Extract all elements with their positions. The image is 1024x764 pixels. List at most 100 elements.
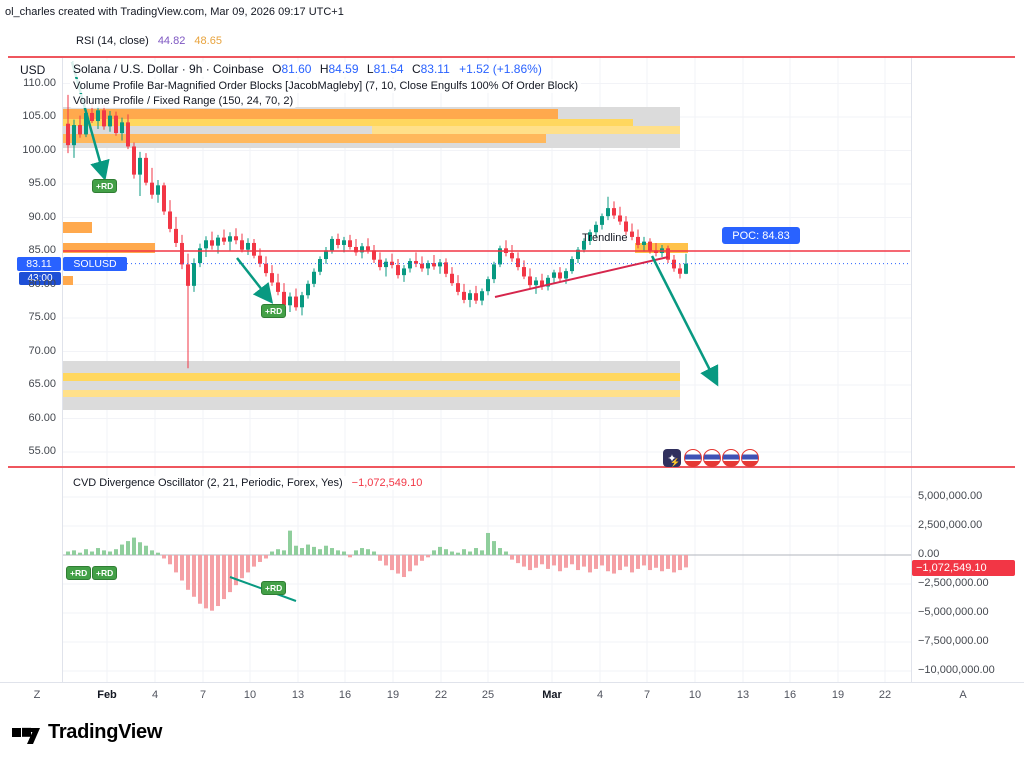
candle-body bbox=[66, 123, 70, 146]
cvd-histogram-bar bbox=[300, 548, 304, 555]
candle-body bbox=[414, 261, 418, 264]
price-tick-label: 85.00 bbox=[28, 244, 56, 256]
candle-body bbox=[618, 215, 622, 222]
candle-body bbox=[492, 264, 496, 280]
cvd-histogram-bar bbox=[624, 555, 628, 567]
cvd-histogram-bar bbox=[174, 555, 178, 573]
symbol-tag-badge: SOLUSD bbox=[63, 257, 127, 271]
candle-body bbox=[78, 125, 82, 135]
volume-profile-bar bbox=[63, 119, 633, 126]
candle-body bbox=[168, 211, 172, 229]
cvd-histogram-bar bbox=[684, 555, 688, 568]
candle-body bbox=[516, 258, 520, 268]
symbol-title: Solana / U.S. Dollar · 9h · Coinbase bbox=[73, 62, 264, 76]
cvd-histogram-bar bbox=[378, 555, 382, 561]
time-tick-label: 22 bbox=[878, 689, 892, 701]
candle-body bbox=[330, 238, 334, 251]
cvd-histogram-bar bbox=[642, 555, 646, 566]
cvd-histogram-bar bbox=[606, 555, 610, 572]
candle-body bbox=[624, 221, 628, 232]
cvd-histogram-bar bbox=[678, 555, 682, 571]
cvd-histogram-bar bbox=[324, 545, 328, 555]
cvd-histogram-bar bbox=[618, 555, 622, 571]
indicator-legend-order-blocks[interactable]: Volume Profile Bar-Magnified Order Block… bbox=[70, 79, 582, 93]
candle-body bbox=[606, 208, 610, 217]
volume-profile-bar bbox=[63, 134, 546, 143]
low-label: L bbox=[366, 62, 374, 76]
candle-body bbox=[276, 282, 280, 292]
candle-body bbox=[684, 263, 688, 274]
candle-body bbox=[480, 291, 484, 301]
price-tick-label: 60.00 bbox=[28, 411, 56, 424]
candle-body bbox=[324, 250, 328, 260]
cvd-histogram-bar bbox=[546, 555, 550, 569]
candle-body bbox=[240, 240, 244, 250]
price-tick-label: 75.00 bbox=[28, 311, 56, 323]
cvd-value: −1,072,549.10 bbox=[351, 477, 423, 489]
candle-body bbox=[366, 246, 370, 251]
pane-separator-middle[interactable] bbox=[8, 466, 1015, 468]
cvd-histogram-bar bbox=[402, 555, 406, 578]
cvd-histogram-bar bbox=[468, 551, 472, 555]
symbol-legend[interactable]: Solana / U.S. Dollar · 9h · Coinbase O81… bbox=[70, 62, 545, 77]
price-tick-label: 105.00 bbox=[22, 110, 56, 122]
price-tick-label: 70.00 bbox=[28, 344, 56, 357]
cvd-histogram-bar bbox=[408, 555, 412, 572]
indicator-legend-volume-profile[interactable]: Volume Profile / Fixed Range (150, 24, 7… bbox=[70, 94, 297, 108]
price-tick-label: 95.00 bbox=[28, 177, 56, 189]
time-tick-label: 16 bbox=[338, 689, 352, 701]
candle-body bbox=[540, 280, 544, 287]
candle-body bbox=[576, 249, 580, 260]
candle-body bbox=[396, 265, 400, 276]
main-chart-pane[interactable] bbox=[62, 57, 911, 467]
cvd-histogram-bar bbox=[264, 555, 268, 559]
cvd-histogram-bar bbox=[372, 551, 376, 555]
candle-body bbox=[462, 291, 466, 300]
candle-body bbox=[612, 208, 616, 216]
cvd-histogram-bar bbox=[138, 542, 142, 555]
trend-arrow[interactable] bbox=[650, 255, 719, 387]
trendline-label[interactable]: Trendline bbox=[582, 232, 628, 244]
cvd-histogram-bar bbox=[450, 551, 454, 555]
tradingview-logo[interactable]: TradingView bbox=[12, 720, 162, 744]
cvd-legend[interactable]: CVD Divergence Oscillator (2, 21, Period… bbox=[70, 476, 426, 490]
cvd-tick-label: −5,000,000.00 bbox=[918, 606, 989, 618]
cvd-histogram-bar bbox=[246, 555, 250, 573]
trendline[interactable] bbox=[494, 256, 669, 298]
candle-body bbox=[210, 240, 214, 246]
cvd-histogram-bar bbox=[534, 555, 538, 568]
trend-arrow[interactable] bbox=[236, 257, 274, 304]
cvd-histogram-bar bbox=[306, 544, 310, 555]
cvd-divergence-line[interactable] bbox=[229, 576, 297, 602]
cvd-histogram-bar bbox=[318, 549, 322, 555]
pane-separator-top[interactable] bbox=[8, 56, 1015, 58]
cvd-histogram-bar bbox=[396, 555, 400, 574]
time-tick-label: 7 bbox=[643, 689, 651, 701]
candle-body bbox=[510, 253, 514, 259]
price-axis-currency[interactable]: USD bbox=[20, 63, 46, 77]
time-tick-label: 19 bbox=[386, 689, 400, 701]
cvd-histogram-bar bbox=[222, 555, 226, 600]
candle-body bbox=[252, 242, 256, 256]
cvd-oscillator-pane[interactable] bbox=[62, 467, 911, 682]
candle-body bbox=[108, 115, 112, 127]
cvd-histogram-bar bbox=[414, 555, 418, 566]
candle-body bbox=[156, 185, 160, 195]
time-tick-label: 7 bbox=[199, 689, 207, 701]
high-label: H bbox=[319, 62, 329, 76]
candle-body bbox=[174, 228, 178, 243]
cvd-histogram-bar bbox=[576, 555, 580, 571]
candle-body bbox=[444, 262, 448, 274]
rsi-legend[interactable]: RSI (14, close) 44.82 48.65 bbox=[73, 34, 225, 48]
open-value: 81.60 bbox=[281, 62, 312, 76]
cvd-histogram-bar bbox=[600, 555, 604, 566]
candle-body bbox=[642, 241, 646, 245]
cvd-histogram-bar bbox=[156, 552, 160, 555]
candle-body bbox=[582, 240, 586, 250]
candle-body bbox=[558, 272, 562, 279]
time-tick-label: Z bbox=[33, 689, 41, 701]
candle-body bbox=[594, 224, 598, 233]
price-tick-label: 65.00 bbox=[28, 378, 56, 390]
candle-body bbox=[360, 246, 364, 253]
last-price-badge: 83.11 bbox=[17, 257, 61, 271]
